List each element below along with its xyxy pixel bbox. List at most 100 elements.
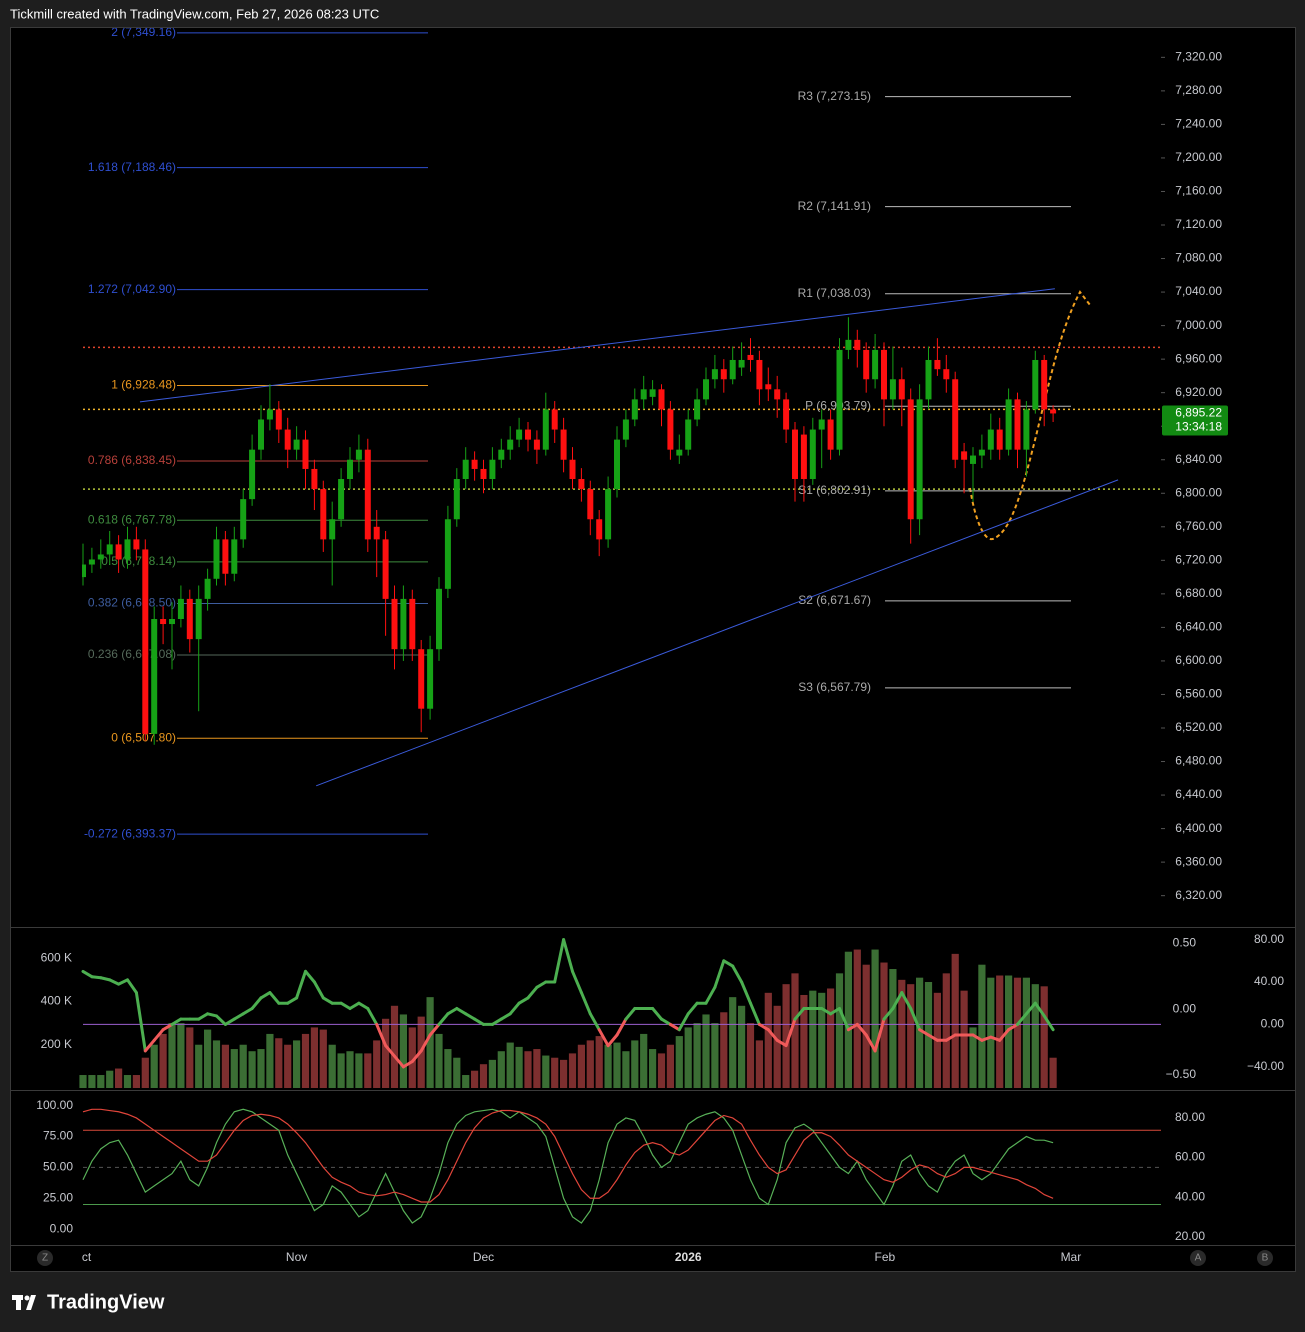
oscillator-segment	[615, 1017, 628, 1037]
y-tick-label: 6,840.00	[1175, 452, 1222, 466]
candle-body	[418, 649, 425, 709]
y3-tick-label: 0.00	[1173, 1001, 1197, 1015]
candle-body	[498, 449, 505, 460]
y-tick-label: 6,920.00	[1175, 385, 1222, 399]
volume-bar	[809, 990, 817, 1088]
volume-bar	[88, 1075, 96, 1088]
volume-bar	[328, 1044, 336, 1088]
oscillator-segment	[588, 1012, 601, 1032]
candle-body	[649, 389, 656, 397]
candle-body	[533, 439, 540, 450]
oscillator-segment	[197, 1012, 210, 1021]
y2-tick-label: 80.00	[1254, 932, 1284, 946]
fib-label: 0.382 (6,668.50)	[88, 596, 176, 610]
candle-body	[720, 369, 727, 380]
candle-body	[409, 598, 416, 650]
y-tick-label: 6,720.00	[1175, 553, 1222, 567]
pivot-label: S2 (6,671.67)	[798, 593, 871, 607]
volume-bar	[212, 1040, 221, 1088]
button[interactable]	[1257, 1250, 1273, 1266]
button-label: Z	[42, 1253, 48, 1264]
candle-body	[943, 369, 950, 380]
y2-tick-label: 20.00	[1175, 1229, 1205, 1243]
volume-bar	[488, 1059, 496, 1088]
y-tick-label: 6,760.00	[1175, 519, 1222, 533]
volume-bar	[960, 990, 968, 1088]
volume-bar	[1022, 977, 1030, 1088]
y2-tick-label: 60.00	[1175, 1150, 1205, 1164]
candle-body	[987, 429, 994, 450]
volume-bar	[898, 979, 906, 1088]
candle-body	[881, 349, 887, 400]
candle-body	[676, 449, 683, 456]
candle-body	[970, 455, 976, 464]
candle-body	[258, 419, 264, 450]
candle-body	[489, 459, 496, 480]
candle-body	[373, 526, 380, 540]
volume-bar	[853, 949, 861, 1088]
candle-body	[596, 519, 603, 540]
volume-bar	[862, 964, 870, 1088]
oscillator-segment	[927, 1033, 939, 1042]
candle-body	[364, 449, 371, 540]
candle-body	[1041, 359, 1048, 410]
volume-bar	[604, 1044, 612, 1088]
oscillator-segment	[766, 1028, 779, 1042]
candle-body	[293, 439, 300, 450]
volume-bar	[355, 1053, 363, 1088]
oscillator-segment	[1042, 1014, 1055, 1032]
volume-bar	[79, 1075, 87, 1088]
oscillator-segment	[1024, 1001, 1037, 1016]
volume-bar	[595, 1036, 603, 1088]
oscillator-line	[82, 1108, 1054, 1224]
candle-body	[186, 598, 193, 640]
logo	[12, 1295, 36, 1310]
oscillator-segment	[508, 1001, 521, 1016]
button[interactable]	[37, 1250, 53, 1266]
candle-body	[266, 409, 273, 420]
volume-bar	[613, 1042, 621, 1088]
y-tick-label: 6,440.00	[1175, 787, 1222, 801]
candle-body	[934, 359, 941, 370]
oscillator-segment	[980, 1035, 993, 1042]
volume-bar	[435, 1033, 443, 1088]
oscillator-segment	[286, 996, 299, 1005]
candle-body	[631, 399, 638, 420]
oscillator-segment	[321, 996, 334, 1005]
oscillator-segment	[143, 1038, 156, 1053]
oscillator-segment	[998, 1028, 1011, 1042]
candle-body	[436, 588, 442, 650]
volume-bar	[293, 1040, 301, 1088]
oscillator-segment	[259, 991, 272, 1000]
fib-label: 0.786 (6,838.45)	[88, 453, 176, 467]
candle-body	[347, 459, 353, 480]
candle-body	[996, 429, 1003, 450]
y-tick-label: 7,280.00	[1175, 83, 1222, 97]
candle-body	[925, 359, 932, 400]
volume-bar	[426, 997, 434, 1088]
button[interactable]	[1190, 1250, 1206, 1266]
oscillator-segment	[464, 1012, 477, 1021]
candle-body	[587, 489, 594, 520]
volume-bar	[195, 1044, 203, 1088]
y2-tick-label: 80.00	[1175, 1110, 1205, 1124]
candle-body	[551, 409, 558, 430]
candle-body	[82, 564, 86, 578]
oscillator-line	[82, 1108, 1054, 1203]
volume-bar	[835, 973, 844, 1088]
volume-bar	[729, 997, 737, 1088]
oscillator-segment	[126, 978, 138, 995]
oscillator-segment	[304, 969, 316, 984]
y-tick-label: 6,400.00	[1175, 821, 1222, 835]
candle-body	[703, 379, 709, 400]
oscillator-segment	[446, 1007, 459, 1016]
volume-bar	[141, 1057, 149, 1088]
candle-body	[1023, 409, 1030, 450]
candle-body	[275, 409, 282, 430]
candle-body	[774, 389, 781, 400]
candle-body	[783, 399, 790, 430]
oscillator-segment	[526, 985, 539, 1000]
volume-bar	[782, 984, 790, 1088]
oscillator-segment	[838, 1007, 850, 1032]
y-tick-label: 6,480.00	[1175, 754, 1222, 768]
